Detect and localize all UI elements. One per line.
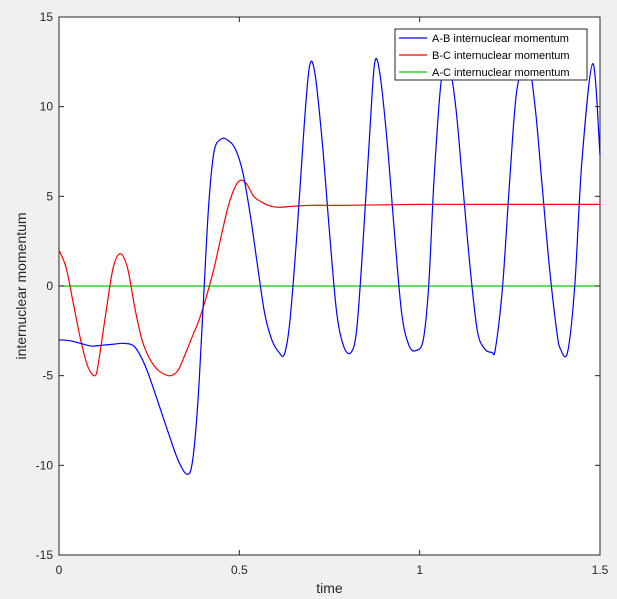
y-axis-label: internuclear momentum — [13, 212, 29, 359]
x-tick-label: 1 — [416, 563, 423, 577]
tick-layer: 0 0.5 1 1.5 -15 -10 -5 0 5 10 15 — [36, 10, 609, 577]
series-line-bc — [58, 179, 600, 377]
y-tick-label: -10 — [36, 458, 54, 472]
y-tick-label: 0 — [46, 279, 53, 293]
x-axis-label: time — [316, 580, 343, 596]
y-tick-label: 15 — [40, 10, 54, 24]
x-tick-label: 0.5 — [231, 563, 248, 577]
series-line-ab — [58, 57, 601, 475]
legend-label-ab: A-B internuclear momentum — [432, 33, 569, 45]
y-tick-label: -15 — [36, 548, 54, 562]
legend-label-bc: B-C internuclear momentum — [432, 50, 570, 62]
x-tick-label: 1.5 — [592, 563, 609, 577]
series-layer — [58, 57, 601, 475]
y-tick-label: -5 — [42, 369, 53, 383]
y-tick-label: 5 — [46, 189, 53, 203]
y-tick-label: 10 — [40, 100, 54, 114]
legend: A-B internuclear momentum B-C internucle… — [394, 28, 588, 81]
legend-label-ac: A-C internuclear momentum — [432, 67, 570, 79]
x-tick-label: 0 — [56, 563, 63, 577]
